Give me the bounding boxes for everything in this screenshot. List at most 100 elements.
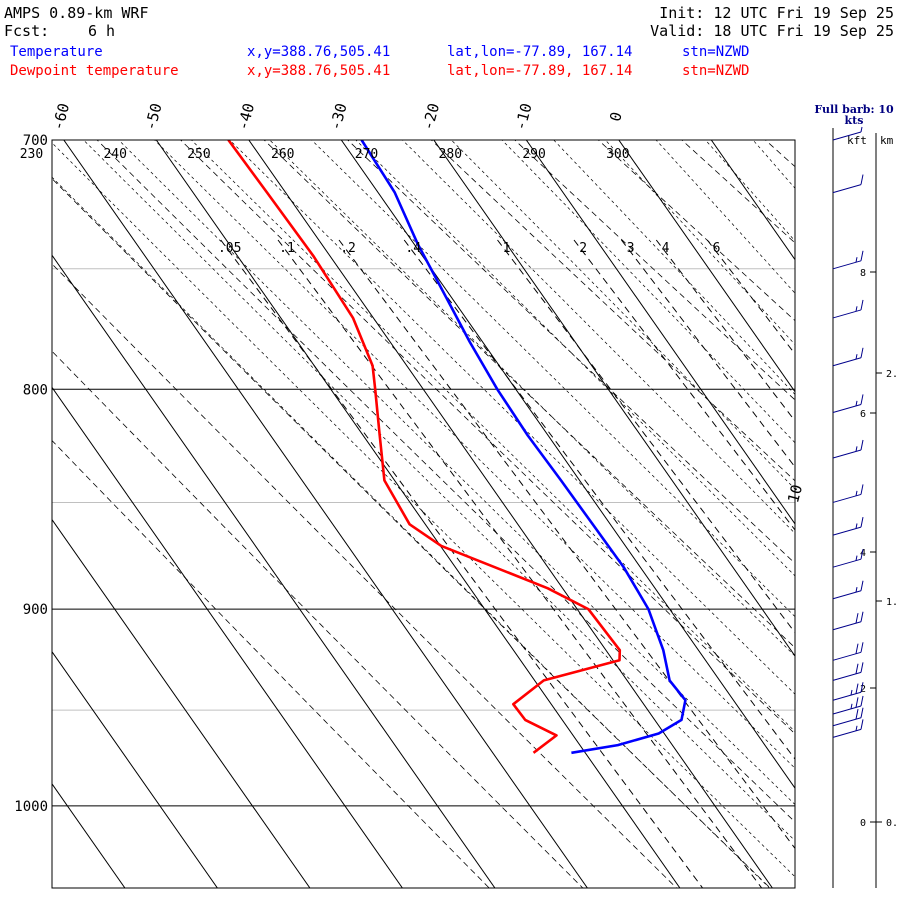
wind-barb-full [860, 719, 864, 730]
moist-adiabat-line [704, 140, 795, 242]
km-label: 2. [886, 369, 898, 380]
dry-adiabat-line [52, 263, 678, 888]
isotherm-label: -40 [234, 101, 258, 132]
isotherm-line [52, 650, 218, 888]
mixing-ratio-line [621, 239, 795, 468]
wind-barb-half [855, 446, 858, 452]
wind-barb-full [860, 580, 864, 591]
model-title: AMPS 0.89-km WRF [4, 4, 149, 22]
dewpoint-profile [227, 140, 622, 754]
mixing-ratio-line [497, 239, 795, 634]
legend-temperature-xy: x,y=388.76,505.41 [247, 44, 391, 60]
dry-adiabat-line [263, 140, 795, 649]
mixing-ratio-label: .2 [340, 241, 356, 256]
mixing-ratio-label: 1 [503, 241, 511, 256]
moist-adiabat-line [355, 140, 795, 577]
isotherm-line [618, 140, 795, 393]
dry-adiabat-line [514, 140, 795, 401]
mixing-ratio-line [338, 239, 795, 850]
mixing-ratio-label: .1 [279, 241, 295, 256]
wind-barb-panel: kft km 8 6 4 2 0 2. 1. 0. [832, 126, 898, 888]
legend-dewpoint-stn: stn=NZWD [682, 63, 750, 79]
wind-barb-half [855, 306, 858, 312]
mixing-ratio-label: 6 [713, 241, 721, 256]
wind-barb-full [860, 707, 864, 718]
kft-units: kft [847, 134, 867, 147]
dry-adiabat-label: 230 [20, 147, 43, 162]
isotherm-line [63, 140, 588, 888]
wind-barb-staff [832, 449, 862, 459]
kft-label: 4 [860, 548, 866, 559]
km-label: 1. [886, 597, 898, 608]
isotherm-line [52, 518, 311, 888]
wind-barb-staff [832, 131, 862, 141]
mixing-ratio-label: 3 [627, 241, 635, 256]
isotherm-line [804, 140, 900, 888]
dry-adiabat-line [347, 140, 795, 564]
legend-dewpoint-name: Dewpoint temperature [10, 63, 179, 79]
wind-barb-full [860, 611, 864, 622]
wind-barb-full [860, 662, 864, 673]
wind-barb-half [855, 490, 858, 496]
km-units: km [880, 134, 894, 147]
moist-adiabat-line [118, 140, 795, 806]
wind-barb-staff [832, 621, 862, 631]
wind-barb-full [855, 709, 859, 720]
isotherm-line [52, 254, 496, 888]
moist-adiabat-line [83, 140, 795, 842]
wind-barb-staff [832, 691, 862, 701]
isotherm-line [248, 140, 773, 888]
dry-adiabat-label: 270 [355, 147, 378, 162]
wind-barb-full [860, 439, 864, 451]
moist-adiabat-line [269, 140, 795, 657]
forecast-label: Fcst: [4, 22, 50, 40]
wind-barb-staff [832, 309, 862, 319]
kft-label: 6 [860, 409, 866, 420]
mixing-ratio-label: 2 [579, 241, 587, 256]
moist-adiabat-line [553, 140, 795, 395]
dry-adiabat-label: 240 [103, 147, 126, 162]
isotherm-line [433, 140, 795, 657]
isotherm-label: -30 [326, 101, 350, 132]
isotherm-line [0, 140, 32, 888]
isotherm-label: 10 [784, 483, 806, 505]
isotherm-label: -20 [419, 101, 443, 132]
wind-barb-staff [832, 671, 862, 681]
wind-barb-full [860, 642, 864, 653]
dry-adiabat-line [96, 140, 795, 823]
wind-barb-full [860, 394, 864, 405]
mixing-ratio-line [403, 239, 795, 760]
wind-barb-half [855, 587, 858, 593]
isotherm-label: -50 [141, 101, 165, 132]
legend-dewpoint-xy: x,y=388.76,505.41 [247, 63, 391, 79]
wind-barb-staff [832, 403, 862, 413]
wind-barb-full [860, 250, 864, 261]
dry-adiabat-line [52, 178, 771, 888]
mixing-ratio-line [573, 239, 795, 531]
kft-label: 0 [860, 818, 866, 829]
wind-barb-staff [832, 558, 862, 568]
wind-barb-full [860, 695, 864, 707]
mixing-ratio-line [655, 239, 795, 422]
wind-barb-half [855, 523, 858, 529]
init-time: Init: 12 UTC Fri 19 Sep 25 [659, 4, 894, 22]
mixing-ratio-line [277, 239, 763, 888]
pressure-label-1000: 1000 [14, 799, 48, 815]
wind-barb-half [850, 703, 853, 709]
moist-adiabat-line [401, 140, 795, 534]
wind-barb-staff [832, 728, 862, 738]
wind-barb-half [855, 354, 858, 360]
wind-barb-staff [832, 260, 862, 270]
wind-barb-full [855, 663, 859, 674]
isotherm-line [710, 140, 795, 261]
pressure-label-700: 700 [23, 133, 48, 149]
plot-area [0, 140, 900, 888]
wind-barb-staff [832, 493, 862, 503]
full-barb-note: Full barb: 10 kts [814, 103, 894, 127]
wind-barb-half [850, 689, 853, 696]
mixing-ratio-line [706, 239, 795, 355]
wind-barb-full [855, 613, 859, 624]
mixing-ratio-label: .05 [218, 241, 241, 256]
isotherm-line [52, 782, 126, 888]
